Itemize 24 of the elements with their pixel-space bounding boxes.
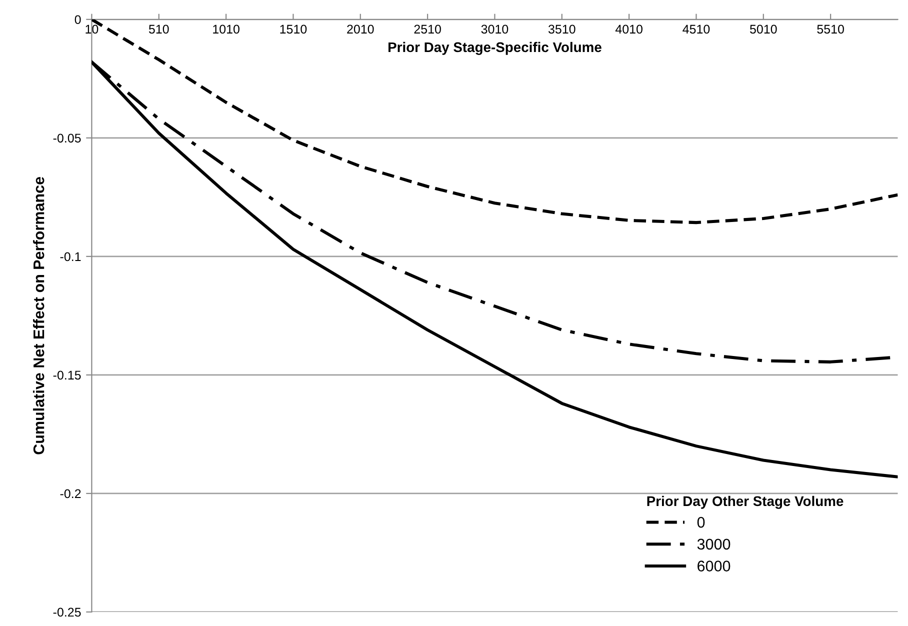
x-tick-label: 4010 (615, 24, 642, 34)
x-axis-title: Prior Day Stage-Specific Volume (388, 42, 602, 55)
y-tick-label: 0 (74, 15, 81, 24)
x-tick-label: 3510 (548, 24, 576, 34)
x-tick-label: 3010 (481, 24, 508, 34)
x-tick-label: 5510 (817, 24, 844, 34)
legend-label: 6000 (698, 560, 730, 572)
x-tick-label: 510 (148, 24, 169, 34)
legend-title: Prior Day Other Stage Volume (647, 496, 844, 509)
y-tick-label: -0.25 (53, 608, 81, 617)
y-tick-label: -0.2 (60, 489, 81, 498)
x-tick-label: 10 (86, 24, 98, 34)
x-tick-label: 2010 (347, 24, 374, 34)
y-tick-label: -0.15 (53, 370, 81, 380)
x-tick-label: 1510 (280, 24, 307, 34)
y-axis-title: Cumulative Net Effect on Performance (33, 176, 44, 454)
y-tick-label: -0.1 (60, 252, 81, 262)
x-tick-label: 4510 (682, 24, 710, 34)
legend-label: 3000 (697, 538, 730, 550)
x-tick-label: 5010 (750, 24, 777, 34)
x-tick-label: 2510 (414, 24, 441, 34)
x-tick-label: 1010 (213, 24, 240, 34)
y-tick-label: -0.05 (53, 134, 81, 143)
legend-label: 0 (697, 516, 705, 528)
